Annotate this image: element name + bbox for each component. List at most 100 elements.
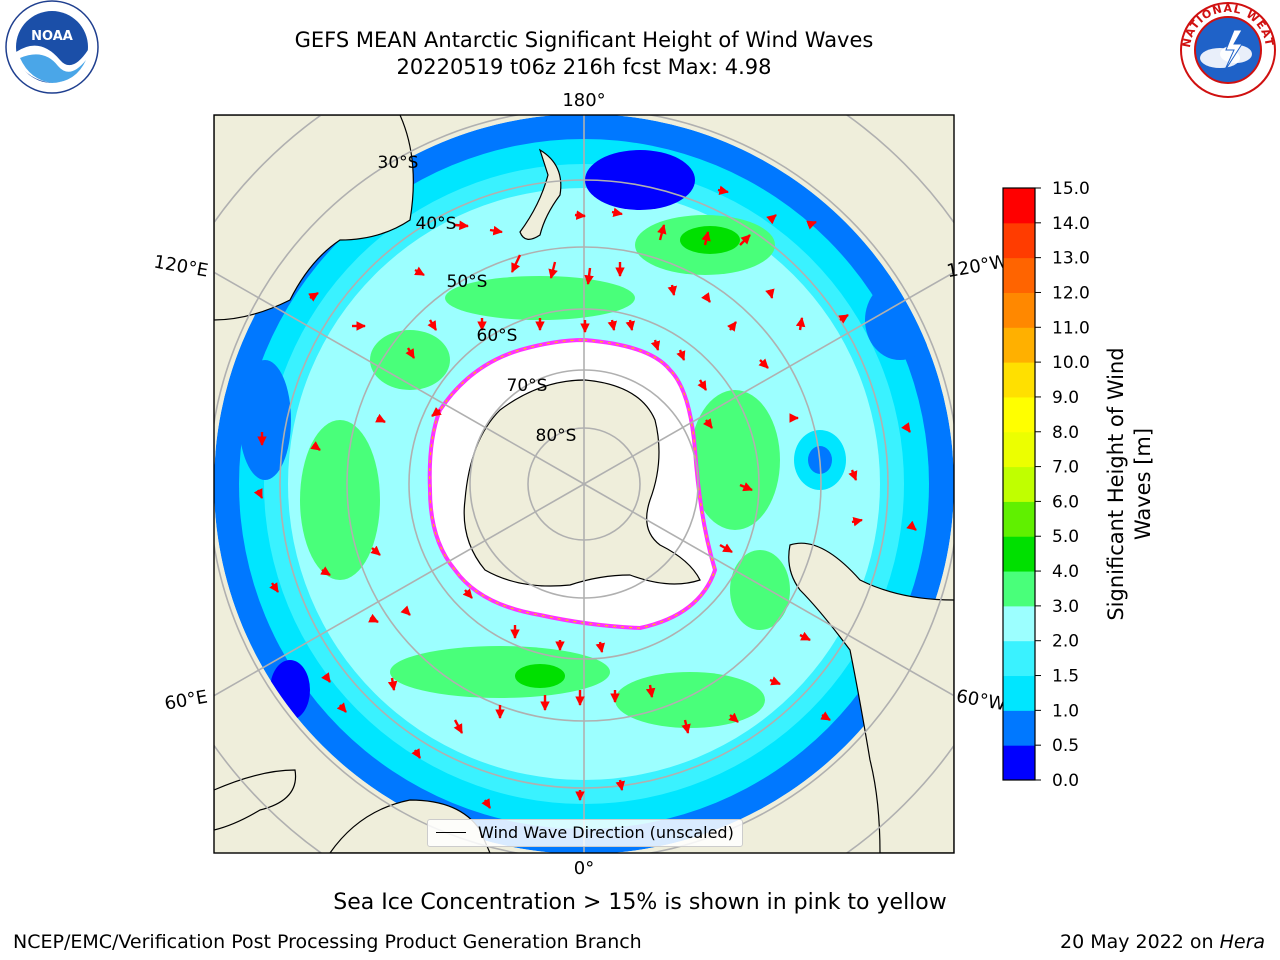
wave-vector bbox=[414, 266, 425, 277]
wave-vector bbox=[548, 261, 558, 279]
wave-vector bbox=[719, 543, 733, 554]
colorbar-tick-label: 8.0 bbox=[1052, 423, 1079, 443]
wave-vector bbox=[726, 321, 737, 332]
colorbar-tick-label: 5.0 bbox=[1052, 527, 1079, 547]
colorbar-block bbox=[1003, 257, 1035, 293]
wave-vector bbox=[253, 488, 264, 499]
wave-vector bbox=[701, 231, 711, 246]
footer-credit: NCEP/EMC/Verification Post Processing Pr… bbox=[13, 931, 642, 953]
wave-vector bbox=[510, 254, 522, 273]
wave-vector bbox=[765, 288, 775, 299]
wave-vector bbox=[454, 220, 469, 231]
wave-vector bbox=[453, 719, 464, 734]
colorbar-tick-label: 15.0 bbox=[1052, 179, 1090, 199]
colorbar-block bbox=[1003, 188, 1035, 224]
wave-vector bbox=[739, 234, 751, 246]
meridian-label-0: 0° bbox=[574, 858, 594, 879]
graticule bbox=[214, 115, 954, 853]
wave-vector bbox=[645, 684, 656, 698]
colorbar-tick-label: 2.0 bbox=[1052, 632, 1079, 652]
wave-vector bbox=[657, 224, 667, 241]
colorbar-block bbox=[1003, 710, 1035, 746]
colorbar-tick-label: 10.0 bbox=[1052, 353, 1090, 373]
wave-vector bbox=[697, 379, 708, 391]
wave-vector bbox=[336, 702, 347, 713]
wave-vector bbox=[739, 482, 753, 492]
colorbar-outline bbox=[1002, 187, 1036, 781]
wave-vector bbox=[901, 422, 911, 433]
wave-vector bbox=[400, 605, 411, 616]
wave-vector bbox=[481, 798, 492, 809]
wave-vector bbox=[411, 748, 422, 759]
wave-vector bbox=[676, 349, 686, 361]
wave-vector bbox=[431, 406, 442, 417]
vector-legend-line bbox=[436, 832, 466, 833]
wave-vector bbox=[702, 418, 713, 429]
colorbar-tick-label: 6.0 bbox=[1052, 492, 1079, 512]
colorbar-block bbox=[1003, 466, 1035, 502]
wave-vector bbox=[906, 520, 917, 531]
colorbar-block bbox=[1003, 292, 1035, 328]
footer-machine: Hera bbox=[1219, 931, 1266, 953]
wave-vector bbox=[799, 631, 811, 642]
colorbar-tick-label: 3.0 bbox=[1052, 597, 1079, 617]
parallel-label-80s: 80°S bbox=[536, 426, 577, 446]
colorbar-block bbox=[1003, 536, 1035, 572]
map-title: GEFS MEAN Antarctic Significant Height o… bbox=[294, 28, 874, 52]
colorbar-ticks: 0.0 0.5 1.0 1.5 2.0 3.0 4.0 5.0 6.0 7.0 8.0 9.0 10.0… bbox=[1035, 179, 1090, 791]
colorbar-tick-label: 1.0 bbox=[1052, 701, 1079, 721]
colorbar-block bbox=[1003, 431, 1035, 468]
wave-vector bbox=[667, 284, 678, 296]
wave-vector bbox=[462, 588, 473, 599]
colorbar-block bbox=[1003, 571, 1035, 607]
wave-vector bbox=[427, 319, 438, 331]
parallel-label-30s: 30°S bbox=[378, 153, 419, 173]
colorbar-blocks bbox=[1003, 188, 1035, 781]
colorbar-tick-label: 9.0 bbox=[1052, 388, 1079, 408]
map-subtitle: 20220519 t06z 216h fcst Max: 4.98 bbox=[396, 55, 772, 79]
noaa-logo: NOAA bbox=[5, 0, 99, 94]
colorbar-block bbox=[1003, 605, 1035, 642]
colorbar-tick-label: 0.5 bbox=[1052, 736, 1079, 756]
wave-vector bbox=[758, 358, 769, 369]
colorbar-tick-label: 14.0 bbox=[1052, 214, 1090, 234]
parallel-label-50s: 50°S bbox=[447, 272, 488, 292]
wave-vector bbox=[681, 719, 691, 734]
wave-vector bbox=[848, 469, 858, 481]
wave-vector bbox=[615, 779, 626, 791]
wave-vector bbox=[611, 207, 623, 218]
sea-ice-note: Sea Ice Concentration > 15% is shown in … bbox=[333, 890, 947, 915]
madagascar-landmass bbox=[214, 769, 297, 831]
colorbar-block bbox=[1003, 640, 1035, 677]
colorbar-tick-label: 4.0 bbox=[1052, 562, 1079, 582]
footer-date: 20 May 2022 on Hera bbox=[1060, 931, 1265, 953]
nws-logo: NATIONAL WEATHER SERVICE bbox=[1176, 0, 1276, 98]
vector-legend-label: Wind Wave Direction (unscaled) bbox=[478, 823, 734, 842]
colorbar-block bbox=[1003, 745, 1035, 781]
footer-date-text: 20 May 2022 on bbox=[1060, 931, 1220, 953]
wave-vector bbox=[625, 319, 636, 331]
wave-vector bbox=[320, 566, 331, 577]
colorbar-tick-label: 1.5 bbox=[1052, 667, 1079, 687]
colorbar-label-line1: Significant Height of Wind bbox=[1104, 347, 1128, 620]
wave-vector bbox=[728, 712, 739, 723]
wave-vector bbox=[595, 641, 606, 653]
wave-vector bbox=[574, 210, 586, 220]
colorbar-tick-label: 7.0 bbox=[1052, 458, 1079, 478]
wave-vector bbox=[308, 291, 319, 302]
colorbar-tick-label: 0.0 bbox=[1052, 771, 1079, 791]
colorbar-block bbox=[1003, 501, 1035, 537]
meridian-label-180: 180° bbox=[562, 90, 605, 111]
vector-legend: Wind Wave Direction (unscaled) bbox=[427, 819, 743, 847]
south-america-landmass bbox=[788, 542, 954, 853]
map-frame bbox=[213, 114, 955, 854]
colorbar-block bbox=[1003, 327, 1035, 363]
wave-vector bbox=[269, 582, 279, 593]
wave-vector bbox=[701, 292, 711, 303]
wave-vector bbox=[368, 613, 379, 624]
wave-vector bbox=[375, 413, 386, 424]
colorbar-tick-label: 13.0 bbox=[1052, 249, 1090, 269]
wave-vector bbox=[370, 545, 381, 556]
wave-vector bbox=[806, 220, 817, 230]
